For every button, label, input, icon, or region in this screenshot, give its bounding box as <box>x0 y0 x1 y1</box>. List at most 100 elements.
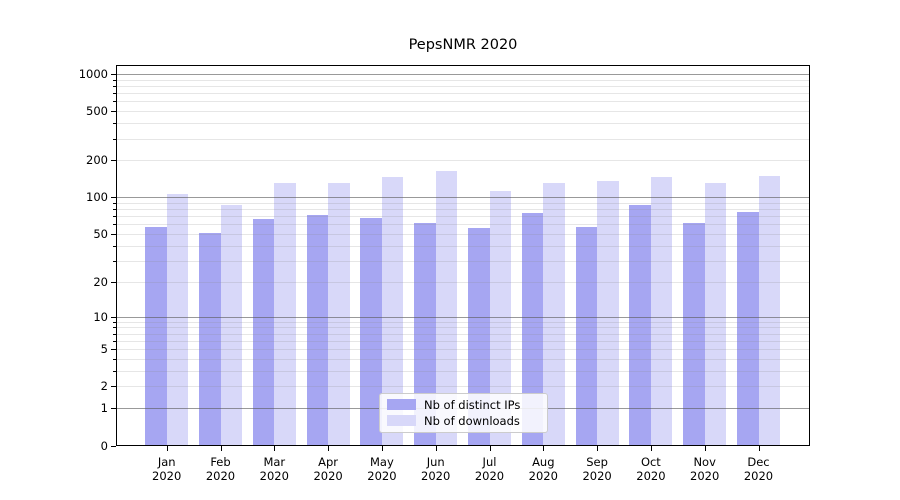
bar-distinct-ips <box>414 222 436 446</box>
x-tick-label: Dec 2020 <box>743 455 774 483</box>
minor-gridline <box>116 123 810 125</box>
y-tick-label: 10 <box>93 309 108 324</box>
y-tick-mark <box>111 316 116 318</box>
y-minor-tick-mark <box>113 93 116 95</box>
y-tick-label: 1 <box>100 401 108 416</box>
y-minor-tick-mark <box>113 79 116 81</box>
x-tick-mark <box>166 446 168 451</box>
minor-gridline <box>116 209 810 211</box>
y-tick-label: 100 <box>86 190 108 205</box>
bar-downloads <box>220 205 242 446</box>
major-gridline <box>116 197 810 199</box>
minor-gridline <box>116 260 810 262</box>
y-tick-label: 5 <box>100 342 108 357</box>
x-tick-mark <box>489 446 491 451</box>
x-tick-mark <box>597 446 599 451</box>
x-tick-mark <box>650 446 652 451</box>
y-minor-tick-mark <box>113 138 116 140</box>
minor-gridline <box>116 79 810 81</box>
y-minor-tick-mark <box>113 234 116 236</box>
minor-gridline <box>116 370 810 372</box>
y-minor-tick-mark <box>113 216 116 218</box>
bar-downloads <box>166 193 189 446</box>
minor-gridline <box>116 216 810 218</box>
bar-downloads <box>274 182 296 446</box>
y-tick-label: 200 <box>86 153 108 168</box>
x-tick-label: Feb 2020 <box>205 455 236 483</box>
y-minor-tick-mark <box>113 111 116 113</box>
x-tick-label: Aug 2020 <box>528 455 558 483</box>
y-minor-tick-mark <box>113 245 116 247</box>
plot-area-frame <box>116 65 810 446</box>
y-minor-tick-mark <box>113 349 116 351</box>
legend-swatch-downloads <box>387 415 416 426</box>
y-tick-mark <box>111 445 116 447</box>
y-minor-tick-mark <box>113 123 116 125</box>
y-minor-tick-mark <box>113 224 116 226</box>
bar-downloads <box>758 175 780 446</box>
y-tick-label: 2 <box>100 379 108 394</box>
minor-gridline <box>116 85 810 87</box>
y-tick-mark <box>111 73 116 75</box>
legend-item-distinct-ips: Nb of distinct IPs <box>387 399 540 411</box>
legend-swatch-distinct-ips <box>387 399 416 410</box>
x-tick-mark <box>758 446 760 451</box>
x-tick-label: Sep 2020 <box>582 455 612 483</box>
bar-downloads <box>435 170 458 446</box>
x-tick-label: Apr 2020 <box>313 455 343 483</box>
x-tick-label: Oct 2020 <box>636 455 666 483</box>
x-tick-mark <box>435 446 437 451</box>
x-tick-mark <box>543 446 545 451</box>
y-minor-tick-mark <box>113 333 116 335</box>
minor-gridline <box>116 333 810 335</box>
major-gridline <box>116 73 810 75</box>
major-gridline <box>116 316 810 318</box>
minor-gridline <box>116 386 810 388</box>
y-tick-mark <box>111 197 116 199</box>
x-tick-mark <box>381 446 383 451</box>
x-tick-mark <box>328 446 330 451</box>
x-tick-label: May 2020 <box>367 455 397 483</box>
x-tick-mark <box>274 446 276 451</box>
bar-distinct-ips <box>683 222 705 446</box>
bar-downloads <box>543 182 565 446</box>
minor-gridline <box>116 321 810 323</box>
minor-gridline <box>116 202 810 204</box>
y-minor-tick-mark <box>113 358 116 360</box>
y-minor-tick-mark <box>113 209 116 211</box>
y-tick-label: 20 <box>93 274 108 289</box>
minor-gridline <box>116 234 810 236</box>
minor-gridline <box>116 340 810 342</box>
minor-gridline <box>116 93 810 95</box>
y-minor-tick-mark <box>113 202 116 204</box>
bar-downloads <box>704 182 727 446</box>
bar-downloads <box>489 191 511 446</box>
bar-distinct-ips <box>252 219 275 446</box>
bar-downloads <box>328 183 350 446</box>
legend-label-distinct-ips: Nb of distinct IPs <box>424 397 521 412</box>
x-tick-mark <box>704 446 706 451</box>
y-tick-label: 50 <box>93 227 108 242</box>
minor-gridline <box>116 349 810 351</box>
x-tick-mark <box>220 446 222 451</box>
x-tick-label: Jan 2020 <box>152 455 182 483</box>
x-tick-label: Jul 2020 <box>474 455 505 483</box>
y-minor-tick-mark <box>113 386 116 388</box>
bar-distinct-ips <box>306 214 329 446</box>
minor-gridline <box>116 358 810 360</box>
bar-downloads <box>650 176 673 446</box>
bar-distinct-ips <box>521 212 544 446</box>
y-minor-tick-mark <box>113 160 116 162</box>
legend-label-downloads: Nb of downloads <box>424 413 520 428</box>
y-tick-label: 500 <box>86 104 108 119</box>
bar-downloads <box>381 177 404 446</box>
x-tick-label: Jun 2020 <box>421 455 451 483</box>
bar-distinct-ips <box>145 227 167 446</box>
y-tick-label: 1000 <box>78 66 108 81</box>
bar-distinct-ips <box>360 217 382 446</box>
bar-distinct-ips <box>629 204 651 446</box>
